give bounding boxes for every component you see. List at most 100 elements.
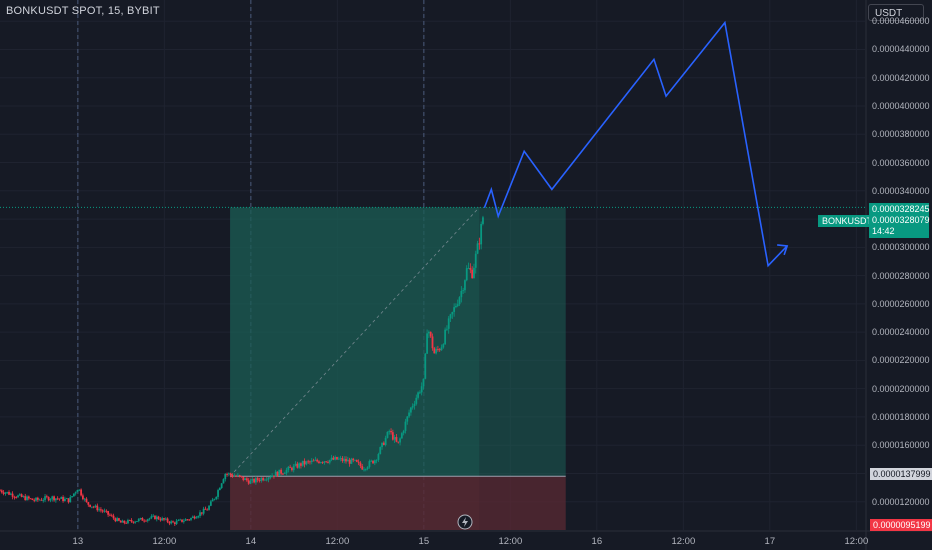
- candle-body: [173, 522, 176, 525]
- candle-body: [303, 460, 306, 465]
- candle-body: [431, 336, 434, 349]
- symbol-price-tag: BONKUSDT: [818, 215, 877, 227]
- candle-body: [211, 499, 214, 502]
- candle-body: [227, 473, 230, 475]
- last-price-label: 0.0000328245 0.0000328079 14:42: [869, 203, 930, 238]
- candle-body: [143, 520, 146, 522]
- candle-body: [402, 430, 405, 434]
- candle-body: [208, 505, 210, 510]
- candle-body: [20, 494, 23, 497]
- candle-body: [346, 459, 349, 462]
- candle-body: [191, 516, 194, 518]
- candle-body: [276, 471, 279, 476]
- candle-body: [27, 496, 30, 499]
- candle-body: [2, 492, 5, 494]
- price-tick-label: 0.0000440000: [872, 44, 930, 55]
- candle-body: [65, 498, 68, 500]
- candle-body: [118, 518, 120, 521]
- candle-body: [91, 506, 93, 508]
- candle-body: [273, 475, 275, 477]
- candle-body: [26, 496, 28, 501]
- candle-body: [411, 406, 414, 408]
- candle-body: [155, 516, 158, 520]
- candle-body: [85, 498, 88, 503]
- candle-body: [36, 497, 39, 500]
- candle-body: [355, 459, 358, 462]
- candle-body: [280, 469, 283, 474]
- candle-body: [354, 459, 356, 461]
- candle-body: [33, 500, 36, 501]
- price-tick-label: 0.0000360000: [872, 157, 930, 168]
- candle-body: [45, 496, 48, 498]
- candle-body: [54, 498, 57, 501]
- currency-selector[interactable]: USDT: [868, 4, 924, 21]
- candle-body: [267, 477, 270, 480]
- time-tick-label: 15: [418, 536, 430, 547]
- candle-body: [98, 509, 101, 511]
- candle-body: [105, 510, 108, 512]
- candle-body: [245, 478, 248, 481]
- candle-body: [253, 478, 255, 483]
- candle-body: [226, 474, 228, 475]
- candle-body: [294, 463, 297, 466]
- candle-body: [397, 441, 400, 443]
- candle-body: [0, 490, 3, 493]
- candle-body: [114, 518, 117, 522]
- candle-body: [447, 318, 450, 329]
- candle-body: [415, 397, 418, 404]
- candle-body: [453, 307, 456, 312]
- stop-price-label: 0.0000095199: [870, 519, 932, 531]
- candle-body: [63, 498, 66, 502]
- bar-countdown: 14:42: [872, 226, 895, 236]
- candle-body: [446, 328, 448, 330]
- candle-body: [438, 349, 441, 351]
- candle-body: [134, 521, 137, 523]
- candle-body: [260, 478, 263, 481]
- candle-body: [177, 520, 180, 521]
- candle-body: [204, 508, 207, 510]
- candle-body: [390, 430, 392, 433]
- candle-body: [424, 353, 427, 379]
- candle-body: [17, 495, 19, 498]
- candle-body: [92, 506, 95, 508]
- candle-body: [236, 475, 239, 477]
- candle-body: [107, 511, 110, 515]
- candle-body: [251, 478, 254, 481]
- candle-body: [44, 496, 46, 501]
- time-tick-label: 12:00: [844, 536, 869, 547]
- candle-body: [76, 490, 79, 493]
- candle-body: [190, 517, 192, 520]
- candle-body: [136, 521, 138, 522]
- candle-body: [318, 461, 320, 464]
- symbol-title[interactable]: BONKUSDT SPOT, 15, BYBIT: [6, 5, 160, 17]
- candle-body: [319, 462, 322, 464]
- candle-body: [193, 516, 196, 519]
- candle-body: [6, 491, 9, 493]
- candle-body: [168, 521, 171, 524]
- time-tick-label: 12:00: [325, 536, 350, 547]
- price-tick-label: 0.0000200000: [872, 383, 930, 394]
- candle-body: [233, 475, 236, 477]
- time-tick-label: 17: [764, 536, 776, 547]
- candle-body: [150, 516, 153, 519]
- candle-body: [130, 520, 133, 522]
- candle-body: [71, 496, 73, 498]
- candle-body: [249, 480, 252, 484]
- time-tick-label: 12:00: [152, 536, 177, 547]
- candle-body: [213, 498, 216, 500]
- candle-body: [67, 498, 70, 503]
- candle-body: [8, 491, 10, 495]
- candle-body: [154, 515, 156, 520]
- candle-body: [400, 433, 403, 439]
- candle-body: [462, 290, 465, 292]
- candle-body: [256, 478, 259, 481]
- candle-body: [38, 499, 41, 501]
- candle-body: [100, 509, 102, 511]
- candle-body: [127, 520, 129, 524]
- candle-body: [121, 520, 124, 523]
- candle-body: [179, 519, 182, 521]
- candle-body: [49, 499, 52, 501]
- entry-price-label: 0.0000137999: [870, 468, 932, 480]
